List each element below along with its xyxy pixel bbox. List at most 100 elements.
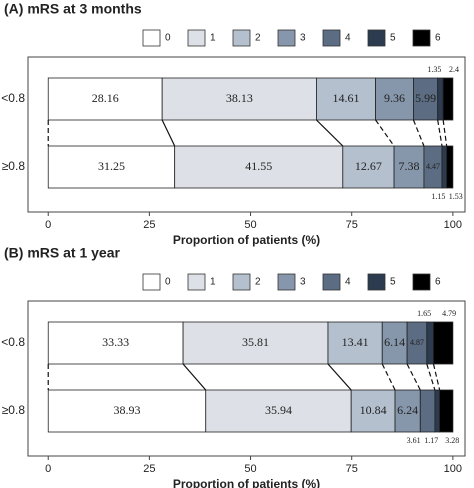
legend-label: 1 xyxy=(210,277,216,288)
legend-swatch xyxy=(322,29,341,47)
y-tick-label: <0.8 xyxy=(1,335,25,349)
panel-title: (A) mRS at 3 months xyxy=(4,1,142,17)
legend-label: 5 xyxy=(390,277,396,288)
value-label: 7.38 xyxy=(398,159,419,173)
value-label: 1.15 xyxy=(431,192,445,201)
panel: (B) mRS at 1 year 0 1 2 3 4 5 6 <0.8 33.33 35.81 13… xyxy=(1,245,466,488)
value-label: 10.84 xyxy=(360,403,387,417)
value-label: 4.47 xyxy=(426,162,440,171)
legend-swatch xyxy=(322,273,341,291)
bar-segment xyxy=(419,389,436,433)
connector xyxy=(161,119,176,147)
legend-swatch xyxy=(277,29,296,47)
y-tick-label: <0.8 xyxy=(1,91,25,105)
value-label: 14.61 xyxy=(333,91,360,105)
legend-swatch xyxy=(367,273,386,291)
plot-frame xyxy=(27,300,466,457)
panel-title: (B) mRS at 1 year xyxy=(4,245,120,261)
value-label: 1.53 xyxy=(449,192,463,201)
legend-swatch xyxy=(232,273,251,291)
legend-label: 4 xyxy=(345,33,351,44)
value-label: 9.36 xyxy=(384,91,405,105)
value-label: 41.55 xyxy=(245,159,272,173)
connector xyxy=(316,119,344,147)
legend-swatch xyxy=(412,273,431,291)
value-label: 1.65 xyxy=(417,309,431,318)
legend-label: 0 xyxy=(165,33,171,44)
x-tick-label: 0 xyxy=(45,219,51,231)
legend-label: 5 xyxy=(390,33,396,44)
value-label: 3.61 xyxy=(407,436,421,445)
bar-segment xyxy=(182,321,329,365)
bar-segment xyxy=(47,321,184,365)
value-label: 5.99 xyxy=(415,91,436,105)
bar-segment xyxy=(350,389,396,433)
x-tick-label: 50 xyxy=(244,219,256,231)
value-label: 4.87 xyxy=(410,338,424,347)
legend-swatch xyxy=(187,29,206,47)
connector xyxy=(432,363,441,391)
legend-label: 6 xyxy=(435,33,441,44)
x-axis-label: Proportion of patients (%) xyxy=(173,233,320,247)
bar-segment xyxy=(442,77,454,121)
x-tick-label: 75 xyxy=(346,219,358,231)
legend-label: 3 xyxy=(300,277,306,288)
bar-segment xyxy=(327,321,383,365)
legend-swatch xyxy=(142,29,161,47)
y-tick-label: ≥0.8 xyxy=(2,403,26,417)
bar-segment xyxy=(434,389,441,433)
legend-label: 0 xyxy=(165,277,171,288)
x-tick-label: 25 xyxy=(143,463,155,475)
bar-segment xyxy=(47,145,176,189)
legend-swatch xyxy=(412,29,431,47)
value-label: 28.16 xyxy=(92,91,119,105)
value-label: 31.25 xyxy=(98,159,125,173)
bar-segment xyxy=(205,389,352,433)
legend-swatch xyxy=(277,273,296,291)
connector xyxy=(182,363,207,391)
connector xyxy=(375,119,395,147)
legend-label: 6 xyxy=(435,277,441,288)
x-tick-label: 0 xyxy=(45,463,51,475)
legend-swatch xyxy=(367,29,386,47)
plot-frame xyxy=(27,56,466,213)
bar-segment xyxy=(174,145,344,189)
value-label: 33.33 xyxy=(102,335,129,349)
bar-segment xyxy=(375,77,414,121)
x-tick-label: 100 xyxy=(444,463,462,475)
legend-swatch xyxy=(142,273,161,291)
legend-label: 1 xyxy=(210,33,216,44)
legend-swatch xyxy=(232,29,251,47)
legend-label: 2 xyxy=(255,33,261,44)
connector xyxy=(412,119,425,147)
connector xyxy=(442,119,448,147)
bar-segment xyxy=(47,77,163,121)
value-label: 35.94 xyxy=(265,403,292,417)
x-tick-label: 100 xyxy=(444,219,462,231)
value-label: 12.67 xyxy=(355,159,382,173)
x-tick-label: 75 xyxy=(346,463,358,475)
bar-segment xyxy=(433,321,454,365)
connector xyxy=(426,363,436,391)
legend-swatch xyxy=(187,273,206,291)
legend-label: 2 xyxy=(255,277,261,288)
bar-segment xyxy=(441,145,448,189)
bar-segment xyxy=(426,321,434,365)
connector xyxy=(327,363,352,391)
bar-segment xyxy=(446,145,454,189)
bar-segment xyxy=(439,389,454,433)
legend-label: 3 xyxy=(300,33,306,44)
bar-segment xyxy=(381,321,408,365)
bar-segment xyxy=(161,77,317,121)
connector xyxy=(381,363,396,391)
y-tick-label: ≥0.8 xyxy=(2,159,26,173)
bar-segment xyxy=(342,145,395,189)
panel: (A) mRS at 3 months 0 1 2 3 4 5 6 <0.8 28.16 38.13… xyxy=(1,1,466,247)
legend-label: 4 xyxy=(345,277,351,288)
value-label: 1.17 xyxy=(424,436,438,445)
value-label: 6.14 xyxy=(384,335,405,349)
bar-segment xyxy=(393,145,425,189)
value-label: 35.81 xyxy=(242,335,269,349)
value-label: 4.79 xyxy=(442,309,456,318)
